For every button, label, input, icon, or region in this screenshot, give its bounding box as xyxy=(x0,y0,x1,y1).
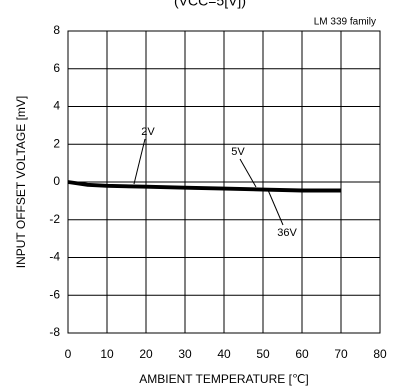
leader-line xyxy=(267,189,284,226)
y-axis-label: INPUT OFFSET VOLTAGE [mV] xyxy=(14,96,28,268)
y-tick-label: 0 xyxy=(53,174,60,188)
x-tick-label: 0 xyxy=(65,347,72,361)
y-tick-label: 2 xyxy=(53,136,60,150)
y-tick-label: -6 xyxy=(49,287,60,301)
chart-title: (VCC=5[V]) xyxy=(174,0,246,9)
series-label: 36V xyxy=(277,227,297,239)
x-tick-label: 40 xyxy=(217,347,231,361)
y-tick-label: 6 xyxy=(53,61,60,75)
y-tick-label: -4 xyxy=(49,250,60,264)
series-label: 5V xyxy=(231,146,245,158)
x-tick-label: 50 xyxy=(256,347,270,361)
x-tick-label: 30 xyxy=(178,347,192,361)
leader-line xyxy=(133,138,146,185)
leader-line xyxy=(239,158,257,188)
x-tick-label: 80 xyxy=(373,347,387,361)
x-tick-label: 70 xyxy=(334,347,348,361)
series-line xyxy=(67,181,341,193)
y-tick-label: -8 xyxy=(49,325,60,339)
y-tick-label: 8 xyxy=(53,23,60,37)
y-tick-label: 4 xyxy=(53,99,60,113)
series-label: 2V xyxy=(141,126,155,138)
x-tick-label: 20 xyxy=(139,347,153,361)
annotation: LM 339 family xyxy=(314,17,376,28)
x-tick-label: 10 xyxy=(100,347,114,361)
x-tick-label: 60 xyxy=(295,347,309,361)
series-line xyxy=(67,180,341,191)
x-axis-label: AMBIENT TEMPERATURE [℃] xyxy=(139,372,309,386)
y-tick-label: -2 xyxy=(49,212,60,226)
